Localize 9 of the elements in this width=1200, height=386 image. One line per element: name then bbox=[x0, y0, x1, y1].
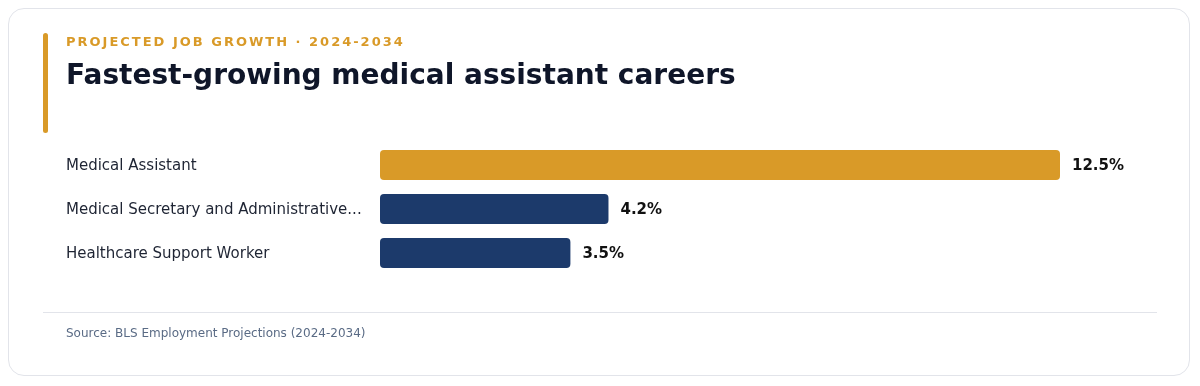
chart-title: Fastest-growing medical assistant careers bbox=[66, 58, 736, 91]
y-tick-label: Medical Secretary and Administrative... bbox=[66, 200, 362, 218]
y-tick-label: Healthcare Support Worker bbox=[66, 244, 271, 262]
data-label: 4.2% bbox=[620, 200, 663, 218]
text: PROJECTED JOB GROWTH · 2024-2034 bbox=[66, 34, 405, 49]
data-label: 3.5% bbox=[582, 244, 625, 262]
data-label: 12.5% bbox=[1072, 156, 1125, 174]
source-note: Source: BLS Employment Projections (2024-2034) bbox=[66, 326, 366, 340]
y-tick-label: Medical Assistant bbox=[66, 156, 197, 174]
